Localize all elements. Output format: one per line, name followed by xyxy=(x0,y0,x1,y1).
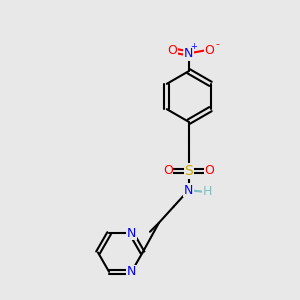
Text: N: N xyxy=(184,47,193,60)
Text: -: - xyxy=(215,40,220,50)
Text: O: O xyxy=(163,164,173,177)
Text: O: O xyxy=(205,44,214,57)
Text: H: H xyxy=(203,185,212,198)
Text: O: O xyxy=(205,164,214,177)
Text: N: N xyxy=(127,265,136,278)
Text: S: S xyxy=(184,164,193,178)
Text: N: N xyxy=(127,227,136,240)
Text: N: N xyxy=(184,184,193,196)
Text: +: + xyxy=(190,42,197,51)
Text: O: O xyxy=(167,44,177,57)
